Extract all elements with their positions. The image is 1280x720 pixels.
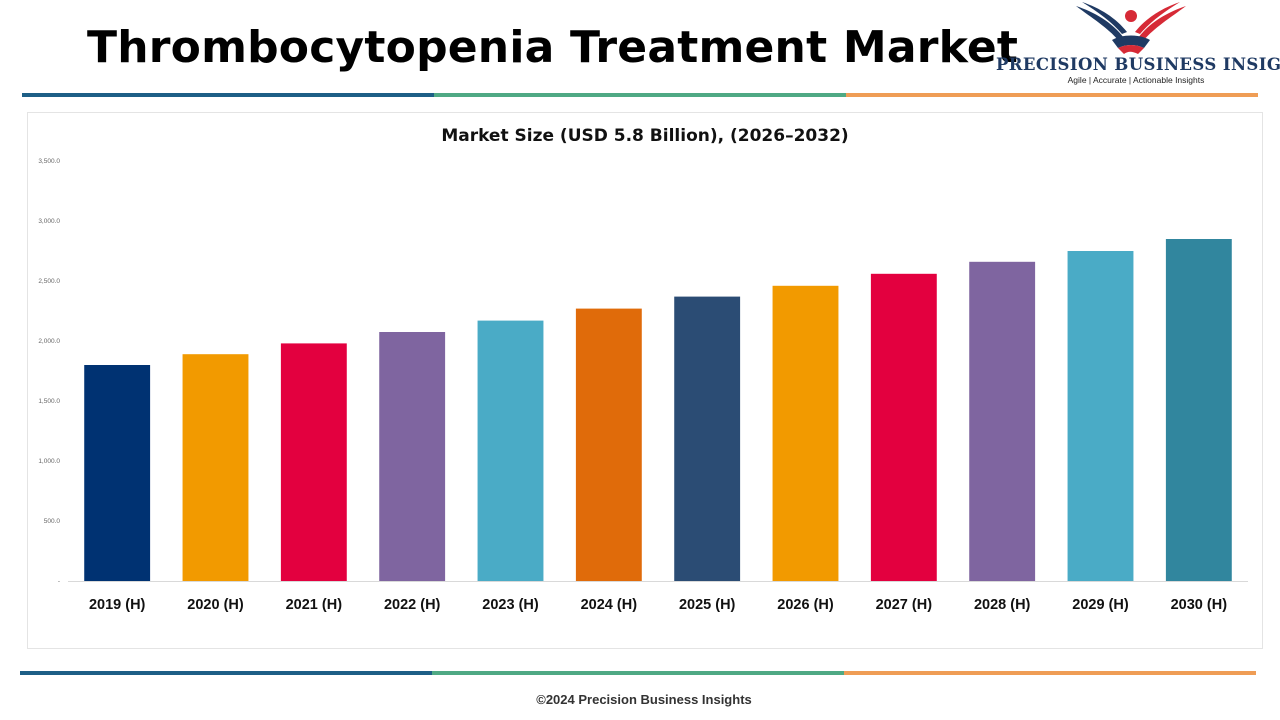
footer-copyright: ©2024 Precision Business Insights — [536, 692, 752, 707]
x-tick-label: 2025 (H) — [679, 597, 736, 613]
divider-segment-orange — [844, 671, 1256, 675]
header-divider — [22, 93, 1258, 97]
logo-tagline: Agile | Accurate | Actionable Insights — [1067, 75, 1205, 85]
footer-divider — [20, 671, 1256, 675]
y-tick-label: 2,500.0 — [38, 278, 60, 285]
y-tick-label: - — [58, 578, 60, 585]
logo-name: PRECISION BUSINESS INSIGHTS — [996, 55, 1280, 74]
bar-2021 — [280, 343, 347, 581]
y-tick-label: 3,500.0 — [38, 158, 60, 165]
x-tick-label: 2022 (H) — [384, 597, 441, 613]
x-tick-label: 2028 (H) — [974, 597, 1031, 613]
divider-segment-green — [431, 671, 845, 675]
bar-2030 — [1165, 239, 1232, 581]
divider-segment-blue — [20, 671, 432, 675]
bar-2029 — [1067, 251, 1134, 581]
bar-2020 — [182, 354, 249, 581]
x-tick-label: 2021 (H) — [286, 597, 343, 613]
chart-panel: Market Size (USD 5.8 Billion), (2026–203… — [27, 112, 1263, 649]
divider-segment-orange — [846, 93, 1258, 97]
x-tick-label: 2029 (H) — [1072, 597, 1129, 613]
bar-2025 — [674, 296, 741, 581]
y-tick-label: 1,500.0 — [38, 398, 60, 405]
bar-chart: Market Size (USD 5.8 Billion), (2026–203… — [38, 126, 1248, 613]
bar-2019 — [84, 365, 151, 581]
x-tick-label: 2026 (H) — [777, 597, 834, 613]
bar-2024 — [575, 308, 642, 581]
y-tick-label: 3,000.0 — [38, 218, 60, 225]
divider-segment-green — [433, 93, 847, 97]
x-tick-label: 2019 (H) — [89, 597, 146, 613]
bar-2026 — [772, 285, 839, 581]
company-logo: PRECISION BUSINESS INSIGHTS Agile | Accu… — [990, 0, 1280, 92]
x-tick-label: 2023 (H) — [482, 597, 539, 613]
bar-2028 — [969, 261, 1036, 581]
page-title: Thrombocytopenia Treatment Market — [87, 22, 1019, 73]
divider-segment-blue — [22, 93, 434, 97]
y-tick-label: 2,000.0 — [38, 338, 60, 345]
x-tick-label: 2020 (H) — [187, 597, 244, 613]
bar-2023 — [477, 320, 544, 581]
x-tick-label: 2024 (H) — [581, 597, 638, 613]
y-tick-label: 500.0 — [44, 518, 61, 525]
bar-2022 — [379, 332, 446, 581]
eagle-handshake-icon — [1076, 2, 1186, 54]
x-tick-label: 2027 (H) — [876, 597, 933, 613]
chart-title: Market Size (USD 5.8 Billion), (2026–203… — [441, 126, 848, 146]
bar-2027 — [870, 273, 937, 581]
y-tick-label: 1,000.0 — [38, 458, 60, 465]
x-tick-label: 2030 (H) — [1171, 597, 1228, 613]
